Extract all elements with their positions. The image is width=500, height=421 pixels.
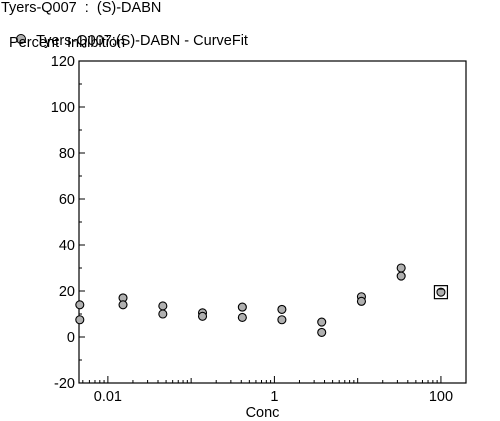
- x-tick-label: 0.01: [94, 389, 122, 405]
- data-point: [396, 271, 406, 281]
- data-point: [75, 315, 85, 325]
- legend: Tyers-Q007:(S)-DABN - CurveFit: [4, 17, 248, 49]
- y-tick-label: 40: [59, 238, 75, 254]
- data-point: [118, 300, 128, 310]
- x-tick-label: 1: [270, 389, 278, 405]
- outlier-box: [433, 285, 449, 300]
- legend-label: Tyers-Q007:(S)-DABN - CurveFit: [36, 33, 248, 49]
- y-tick-label: 20: [59, 284, 75, 300]
- plot-frame: [78, 60, 467, 384]
- legend-circle-icon: [16, 34, 27, 44]
- data-point: [277, 304, 287, 314]
- x-axis-label: Conc: [246, 405, 280, 421]
- y-axis-label: Percent Inhibition: [9, 35, 126, 51]
- data-point: [277, 315, 287, 325]
- data-point: [158, 301, 168, 311]
- y-tick-label: 60: [59, 192, 75, 208]
- y-tick-label: 100: [51, 100, 75, 116]
- x-tick-label: 100: [429, 389, 453, 405]
- data-point: [197, 311, 208, 321]
- data-point: [317, 327, 327, 337]
- data-point: [396, 263, 406, 273]
- data-point: [158, 309, 168, 319]
- y-tick-label: 120: [51, 54, 75, 70]
- outlier-point: [436, 287, 446, 297]
- data-point: [356, 296, 366, 306]
- y-tick-label: 80: [59, 146, 75, 162]
- data-point: [75, 300, 85, 310]
- data-point: [317, 317, 327, 327]
- data-point: [237, 312, 247, 323]
- data-point: [237, 302, 247, 312]
- chart-title: Tyers-Q007 : (S)-DABN: [1, 0, 162, 16]
- y-tick-label: 0: [67, 330, 75, 346]
- y-tick-label: -20: [54, 376, 75, 392]
